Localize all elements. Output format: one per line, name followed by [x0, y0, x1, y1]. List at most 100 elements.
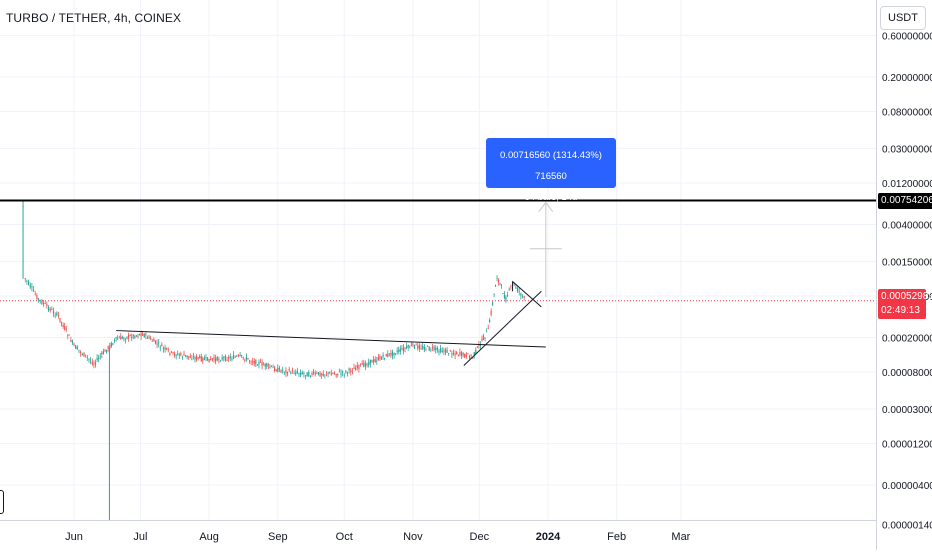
candle-body: [518, 291, 520, 293]
candle-body: [138, 333, 141, 336]
candle-body: [159, 347, 161, 349]
x-tick-label: Dec: [470, 531, 490, 543]
candle-body: [311, 373, 313, 375]
candle-body: [448, 353, 450, 354]
price-range-measure-label[interactable]: 0.00716560 (1314.43%) 716560 84 bars, 14…: [486, 138, 616, 203]
candle-body: [493, 293, 495, 295]
candle-body: [24, 278, 26, 280]
candle-body: [359, 363, 362, 365]
candle-body: [150, 338, 152, 340]
chart-canvas[interactable]: [0, 0, 876, 526]
candle-body: [127, 334, 130, 338]
candle-body: [210, 358, 212, 361]
candle-body: [146, 337, 149, 339]
candle-body: [425, 348, 427, 350]
candle-body: [81, 353, 83, 355]
candle-body: [283, 371, 285, 373]
candle-body: [86, 357, 88, 358]
candle-body: [388, 353, 390, 355]
candle-body: [452, 353, 455, 354]
candle-body: [62, 324, 64, 328]
candle-body: [73, 343, 75, 346]
candle-body: [417, 345, 419, 349]
candle-body: [170, 351, 173, 353]
candle-body: [218, 358, 220, 361]
candle-body: [219, 360, 222, 362]
candle-body: [177, 353, 179, 355]
candle-body: [158, 342, 160, 344]
candle-body: [70, 340, 72, 342]
candle-body: [404, 348, 406, 350]
candle-body: [399, 348, 401, 352]
candle-body: [380, 357, 383, 360]
left-panel-handle[interactable]: [0, 490, 4, 514]
candle-body: [393, 352, 395, 356]
currency-button[interactable]: USDT: [880, 6, 926, 30]
x-tick-label: Jun: [65, 531, 83, 543]
candle-body: [189, 356, 191, 358]
descending-trendline: [116, 330, 546, 348]
candle-body: [402, 347, 405, 352]
candle-body: [161, 344, 163, 347]
measure-arrowhead: [538, 201, 554, 213]
candle-body: [431, 347, 434, 348]
candle-body: [460, 352, 463, 357]
candle-body: [47, 306, 50, 311]
candle-body: [340, 373, 342, 375]
candle-body: [520, 293, 522, 296]
candle-body: [205, 357, 207, 358]
candle-body: [94, 362, 97, 365]
candle-body: [121, 336, 123, 339]
candle-body: [332, 373, 334, 374]
candles: [22, 200, 525, 520]
candle-body: [183, 353, 185, 356]
candle-body: [123, 337, 125, 339]
candle-body: [496, 277, 498, 279]
drawings[interactable]: [0, 199, 876, 366]
candle-body: [104, 349, 106, 352]
candle-body: [324, 374, 326, 376]
candle-body: [93, 363, 95, 365]
candle-body: [476, 346, 478, 348]
candle-body: [90, 360, 92, 362]
price-axis-labels: 0.60000000 0.20000000 0.08000000 0.03000000…: [882, 31, 932, 531]
x-tick-label: Mar: [671, 531, 690, 543]
candle-body: [508, 288, 510, 290]
candle-body: [396, 350, 398, 352]
candle-body: [200, 356, 202, 362]
candle-body: [406, 346, 408, 349]
candle-body: [366, 363, 368, 366]
candle-body: [244, 360, 246, 361]
time-scale[interactable]: Jun Jul Aug Sep Oct Nov Dec 2024 Feb Mar: [0, 520, 876, 550]
candle-body: [327, 372, 329, 374]
candle-body: [325, 374, 328, 376]
candle-body: [333, 373, 336, 375]
candle-body: [32, 289, 35, 292]
price-scale[interactable]: 0.60000000 0.20000000 0.08000000 0.03000000…: [876, 0, 932, 550]
measure-bars-text: 84 bars, 14d: [524, 192, 578, 203]
y-tick-label: 0.60000000: [882, 31, 932, 42]
candle-body: [151, 340, 153, 342]
candle-body: [264, 363, 266, 367]
candle-body: [391, 351, 394, 356]
candle-body: [226, 359, 228, 361]
candle-body: [34, 293, 36, 295]
candle-body: [49, 308, 51, 311]
candle-body: [118, 337, 120, 339]
candle-body: [96, 358, 98, 360]
candle-body: [300, 372, 302, 376]
candle-body: [385, 354, 387, 357]
x-tick-label: Jul: [133, 531, 147, 543]
candle-body: [115, 337, 117, 339]
candle-body: [335, 374, 337, 376]
candle-body: [27, 281, 30, 285]
candle-body: [489, 319, 491, 322]
candle-body: [435, 348, 437, 350]
candle-body: [457, 354, 459, 356]
candle-body: [314, 372, 316, 375]
candle-body: [203, 358, 206, 360]
chart-area[interactable]: TURBO / TETHER, 4h, COINEX 0.00716560 (1…: [0, 0, 876, 526]
candle-body: [338, 371, 340, 373]
y-tick-label: 0.00001200: [882, 440, 932, 451]
candle-body: [443, 350, 445, 352]
